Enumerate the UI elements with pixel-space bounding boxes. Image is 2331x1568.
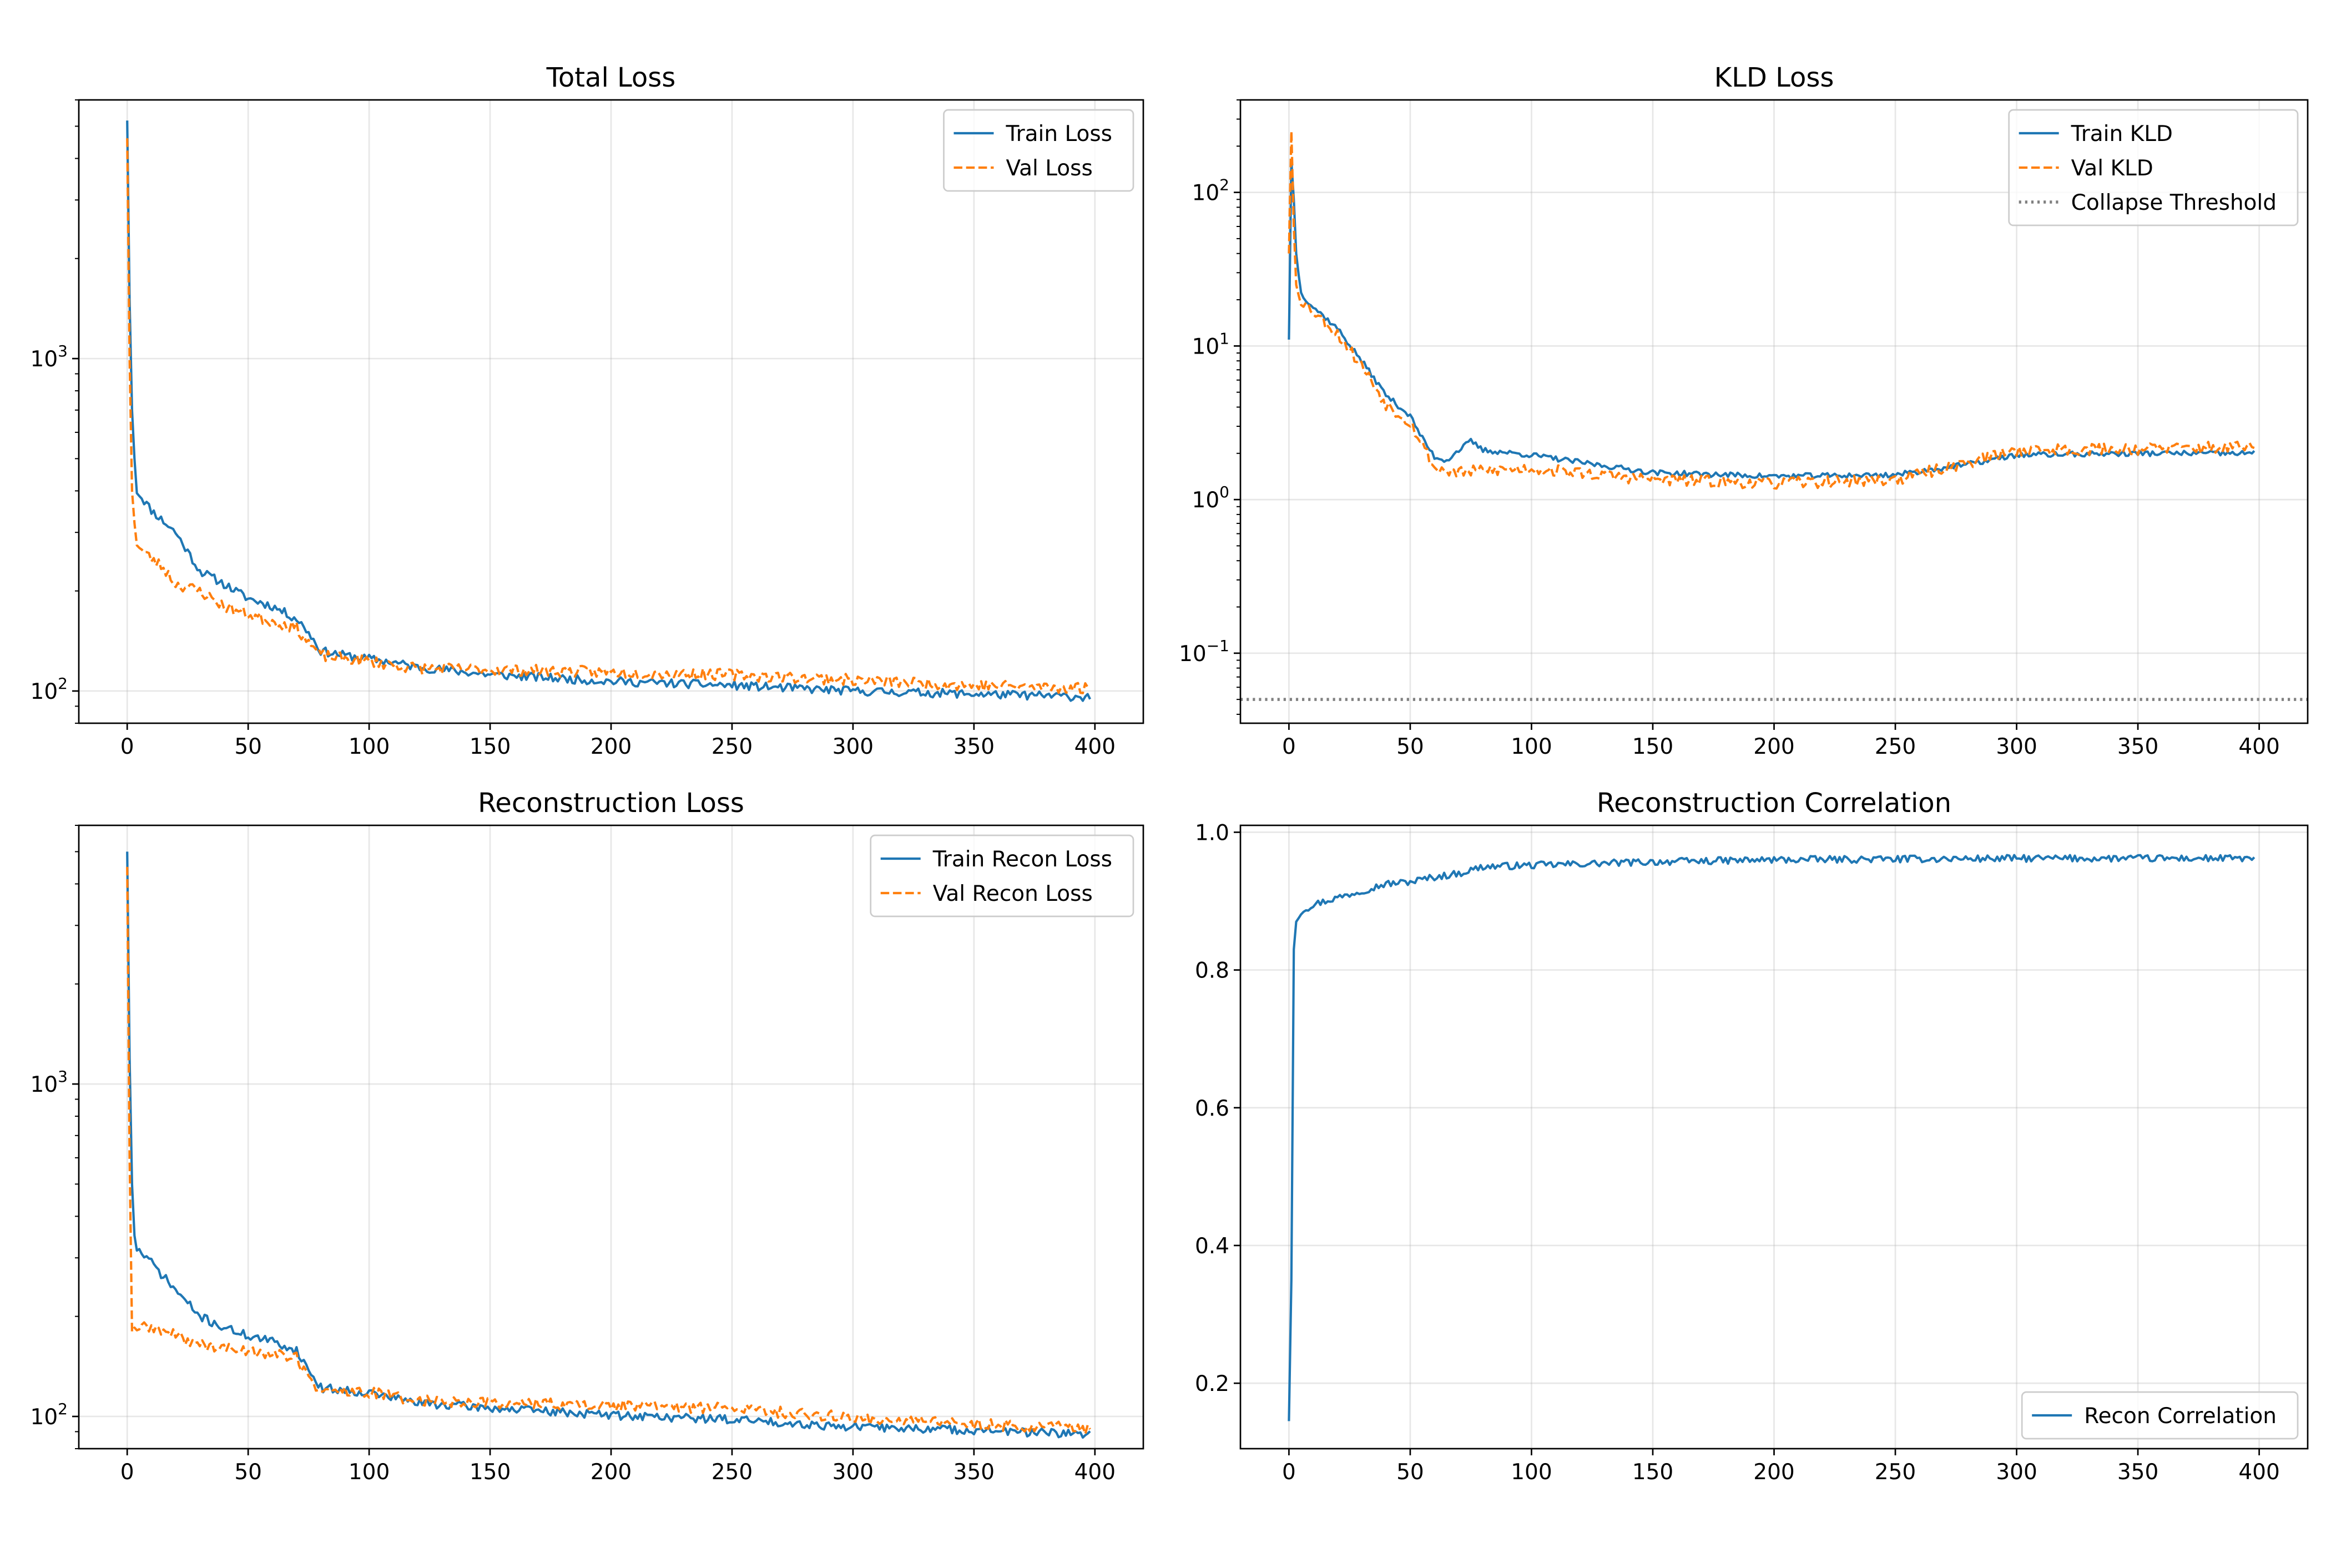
kld-xtick-label-350: 350 <box>2117 734 2158 759</box>
kld-xtick-label-250: 250 <box>1875 734 1916 759</box>
recon-xtick-label-250: 250 <box>712 1460 753 1485</box>
subplot-total: 0 50 100 150 200 250 300 350 400 102 103 Total Loss… <box>31 62 1144 759</box>
total-grid <box>79 100 1143 723</box>
kld-xtick-label-400: 400 <box>2238 734 2279 759</box>
corr-xtick-label-300: 300 <box>1996 1460 2037 1485</box>
total-title: Total Loss <box>546 62 676 93</box>
corr-legend-label-recon-correlation: Recon Correlation <box>2084 1404 2277 1429</box>
total-xtick-label-0: 0 <box>120 734 134 759</box>
total-xtick-label-50: 50 <box>234 734 262 759</box>
kld-xtick-label-150: 150 <box>1632 734 1673 759</box>
corr-xtick-label-200: 200 <box>1753 1460 1794 1485</box>
subplot-kld: 0 50 100 150 200 250 300 350 400 10−1 100 101 102 KLD… <box>1179 62 2309 759</box>
kld-series-train-kld <box>1288 160 2256 480</box>
corr-xtick-label-400: 400 <box>2238 1460 2279 1485</box>
subplot-corr: 0 50 100 150 200 250 300 350 400 0.2 0.4 0.6 0.8 1.0 R… <box>1195 788 2309 1485</box>
corr-ytick-label-2: 0.6 <box>1195 1096 1229 1121</box>
recon-xtick-label-150: 150 <box>470 1460 511 1485</box>
recon-series-train-recon-loss <box>126 851 1091 1439</box>
recon-series-val-recon-loss <box>126 866 1091 1435</box>
kld-legend-label-train-kld: Train KLD <box>2071 122 2173 147</box>
recon-legend: Train Recon Loss Val Recon Loss <box>870 834 1134 917</box>
kld-xtick-label-100: 100 <box>1511 734 1552 759</box>
kld-legend-label-collapse-threshold: Collapse Threshold <box>2071 190 2277 215</box>
kld-xtick-label-50: 50 <box>1396 734 1424 759</box>
total-legend-box <box>943 109 1134 192</box>
total-xtick-label-350: 350 <box>953 734 995 759</box>
total-legend: Train Loss Val Loss <box>943 109 1134 192</box>
kld-legend: Train KLD Val KLD Collapse Threshold <box>2008 109 2299 226</box>
corr-ytick-label-3: 0.8 <box>1195 959 1229 984</box>
corr-xtick-label-0: 0 <box>1282 1460 1296 1485</box>
corr-series-group <box>1288 854 2256 1421</box>
corr-series-recon-correlation <box>1288 854 2256 1421</box>
corr-xtick-label-250: 250 <box>1875 1460 1916 1485</box>
recon-grid <box>79 825 1143 1449</box>
total-xtick-label-400: 400 <box>1074 734 1116 759</box>
kld-legend-box <box>2008 109 2299 226</box>
corr-legend-box <box>2021 1391 2299 1440</box>
recon-xtick-label-50: 50 <box>234 1460 262 1485</box>
kld-legend-label-val-kld: Val KLD <box>2071 156 2153 181</box>
total-xtick-label-250: 250 <box>712 734 753 759</box>
kld-xtick-label-0: 0 <box>1282 734 1296 759</box>
recon-ytick-label-1: 103 <box>31 1067 68 1097</box>
recon-title: Reconstruction Loss <box>478 788 744 819</box>
total-xtick-label-150: 150 <box>470 734 511 759</box>
corr-xtick-label-100: 100 <box>1511 1460 1552 1485</box>
total-xtick-label-100: 100 <box>349 734 390 759</box>
total-series-val-loss <box>126 138 1091 694</box>
recon-xtick-label-350: 350 <box>953 1460 995 1485</box>
recon-legend-box <box>870 834 1134 917</box>
total-legend-label-train-loss: Train Loss <box>1005 122 1112 147</box>
kld-ytick-label-0: 10−1 <box>1179 637 1229 667</box>
kld-series-group <box>1240 130 2308 701</box>
corr-xtick-label-350: 350 <box>2117 1460 2158 1485</box>
kld-title: KLD Loss <box>1714 62 1834 93</box>
kld-xtick-label-300: 300 <box>1996 734 2037 759</box>
corr-ytick-label-4: 1.0 <box>1195 820 1229 845</box>
kld-ytick-label-1: 100 <box>1192 483 1229 513</box>
recon-legend-label-val-recon-loss: Val Recon Loss <box>933 881 1093 906</box>
recon-series-group <box>126 851 1091 1439</box>
total-legend-label-val-loss: Val Loss <box>1006 156 1092 181</box>
recon-xtick-label-300: 300 <box>833 1460 874 1485</box>
corr-xtick-label-150: 150 <box>1632 1460 1673 1485</box>
recon-xtick-label-400: 400 <box>1074 1460 1116 1485</box>
total-ytick-label-1: 103 <box>31 342 68 372</box>
corr-ytick-label-1: 0.4 <box>1195 1234 1229 1259</box>
recon-xtick-label-100: 100 <box>349 1460 390 1485</box>
corr-xtick-label-50: 50 <box>1396 1460 1424 1485</box>
total-xtick-label-200: 200 <box>591 734 632 759</box>
corr-legend: Recon Correlation <box>2021 1391 2299 1440</box>
kld-ytick-label-2: 101 <box>1192 329 1229 359</box>
recon-xtick-label-0: 0 <box>120 1460 134 1485</box>
subplot-recon: 0 50 100 150 200 250 300 350 400 102 103 Reconstruc… <box>31 788 1144 1485</box>
corr-ytick-label-0: 0.2 <box>1195 1372 1229 1396</box>
corr-grid <box>1240 825 2308 1449</box>
kld-series-val-kld <box>1288 130 2255 490</box>
total-series-train-loss <box>126 120 1091 702</box>
total-xtick-label-300: 300 <box>833 734 874 759</box>
recon-xtick-label-200: 200 <box>591 1460 632 1485</box>
corr-title: Reconstruction Correlation <box>1597 788 1951 819</box>
total-ytick-label-0: 102 <box>31 674 68 704</box>
recon-ytick-label-0: 102 <box>31 1400 68 1430</box>
kld-xtick-label-200: 200 <box>1753 734 1794 759</box>
total-series-group <box>126 120 1091 702</box>
kld-ytick-label-3: 102 <box>1192 176 1229 206</box>
recon-legend-label-train-recon-loss: Train Recon Loss <box>932 847 1112 872</box>
